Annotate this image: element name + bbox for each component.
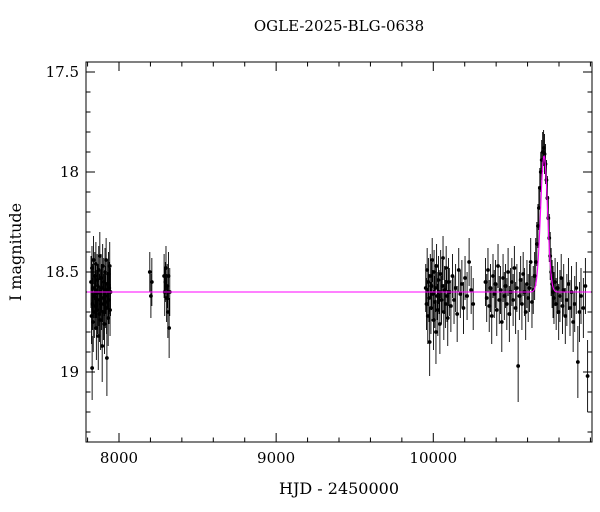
data-point <box>444 266 449 270</box>
data-point <box>581 306 586 310</box>
data-point <box>456 268 461 272</box>
data-point <box>489 314 494 318</box>
data-point <box>486 268 490 272</box>
data-point <box>568 306 572 310</box>
data-series <box>89 130 590 412</box>
data-point <box>443 302 448 306</box>
data-point <box>450 274 455 278</box>
plot-frame <box>85 61 593 443</box>
data-point <box>467 260 472 264</box>
model-curve-group <box>87 155 591 293</box>
y-axis-label: I magnitude <box>6 203 25 301</box>
data-point <box>572 302 577 306</box>
data-point <box>506 270 510 274</box>
data-point <box>512 266 517 270</box>
data-point <box>527 286 532 290</box>
data-point <box>102 322 107 326</box>
data-point <box>434 330 438 334</box>
data-point <box>484 296 489 300</box>
axis-ticks <box>86 62 592 442</box>
data-point <box>469 288 474 292</box>
data-point <box>579 294 583 298</box>
y-tick-label: 19 <box>60 363 79 381</box>
data-point <box>564 298 569 302</box>
data-point <box>504 302 509 306</box>
data-point <box>426 280 431 284</box>
data-point <box>90 366 95 370</box>
data-point <box>437 322 442 326</box>
data-point <box>434 264 439 268</box>
data-point <box>465 294 469 298</box>
data-point <box>427 340 432 344</box>
y-tick-label: 18.5 <box>46 263 79 281</box>
x-tick-label: 8000 <box>100 449 138 467</box>
data-point <box>574 286 579 290</box>
data-point <box>106 316 111 320</box>
data-point <box>494 308 499 312</box>
data-point <box>439 298 444 302</box>
data-point <box>440 284 445 288</box>
data-point <box>583 284 588 288</box>
data-point <box>471 302 476 306</box>
data-point <box>498 288 503 292</box>
data-point <box>430 258 435 262</box>
data-point <box>458 292 463 296</box>
data-point <box>105 356 109 360</box>
model-curve <box>87 155 591 293</box>
x-tick-label: 9000 <box>257 449 295 467</box>
data-point <box>108 308 112 312</box>
data-point <box>436 278 441 282</box>
data-point <box>149 280 154 284</box>
data-point <box>585 374 590 378</box>
data-point <box>514 286 519 290</box>
data-point <box>107 264 112 268</box>
data-point <box>100 344 105 348</box>
data-point <box>516 364 521 368</box>
data-point <box>441 256 445 260</box>
data-point <box>496 264 500 268</box>
data-point <box>523 310 528 314</box>
data-point <box>461 306 466 310</box>
data-point <box>455 312 460 316</box>
data-point <box>563 314 568 318</box>
data-point <box>566 282 571 286</box>
data-point <box>93 288 98 292</box>
data-point <box>520 302 524 306</box>
data-point <box>446 280 451 284</box>
data-point <box>453 286 458 290</box>
data-point <box>571 320 576 324</box>
data-point <box>448 304 453 308</box>
data-point <box>452 298 456 302</box>
data-point <box>511 298 516 302</box>
x-axis-label: HJD - 2450000 <box>279 479 399 498</box>
y-tick-label: 18 <box>60 163 79 181</box>
data-point <box>561 288 566 292</box>
data-point <box>147 270 152 274</box>
data-point <box>438 272 443 276</box>
plot-frame-group <box>85 61 593 443</box>
data-point <box>459 282 464 286</box>
x-tick-label: 10000 <box>409 449 457 467</box>
data-point <box>167 326 172 330</box>
data-point <box>528 260 533 264</box>
data-point <box>499 320 504 324</box>
axis-tick-labels: 8000 9000 10000 17.5 18 18.5 19 <box>46 63 458 467</box>
y-tick-label: 17.5 <box>46 63 79 81</box>
data-point <box>429 306 433 310</box>
data-point <box>99 302 104 306</box>
data-point <box>445 316 450 320</box>
data-point <box>575 360 580 364</box>
plot-title: OGLE-2025-BLG-0638 <box>254 17 424 35</box>
data-point <box>577 310 582 314</box>
data-point <box>463 276 467 280</box>
